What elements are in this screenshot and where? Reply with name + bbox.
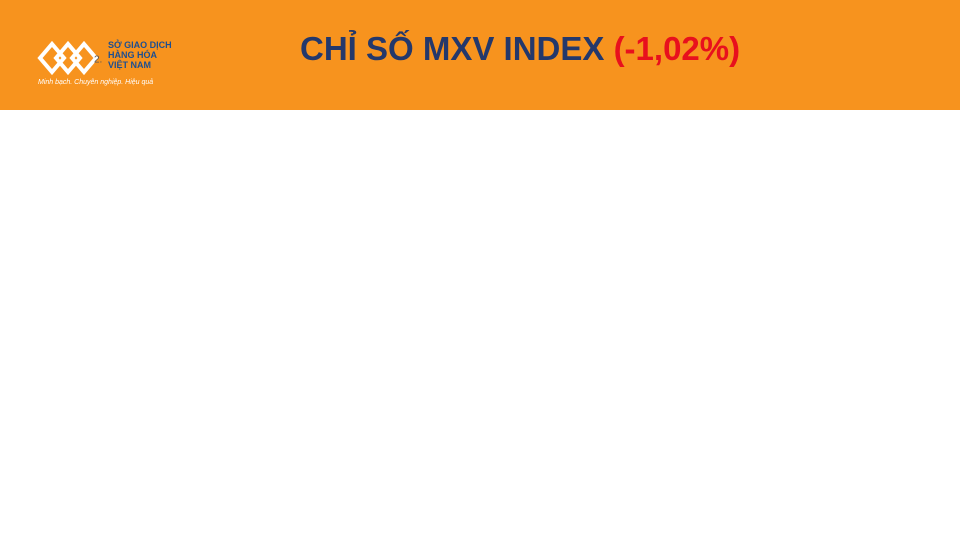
title: CHỈ SỐ MXV INDEX (-1,02%)	[300, 30, 740, 68]
logo-icon: 2.3002.4002.5002.6002.7002.8002.9002.728…	[37, 40, 102, 76]
logo-text: SỞ GIAO DỊCH	[108, 40, 172, 50]
title-text: CHỈ SỐ MXV INDEX	[300, 30, 605, 67]
logo-text: HÀNG HÓA	[108, 50, 157, 60]
logo: 2.3002.4002.5002.6002.7002.8002.9002.728…	[36, 38, 196, 88]
chart	[0, 110, 960, 540]
logo-text: VIỆT NAM	[108, 60, 152, 70]
y-tick-label: 2.900	[94, 55, 102, 66]
tagline: Minh bạch. Chuyên nghiệp. Hiệu quả	[38, 79, 154, 86]
header: 2.3002.4002.5002.6002.7002.8002.9002.728…	[0, 0, 960, 110]
change: (-1,02%)	[613, 30, 741, 67]
